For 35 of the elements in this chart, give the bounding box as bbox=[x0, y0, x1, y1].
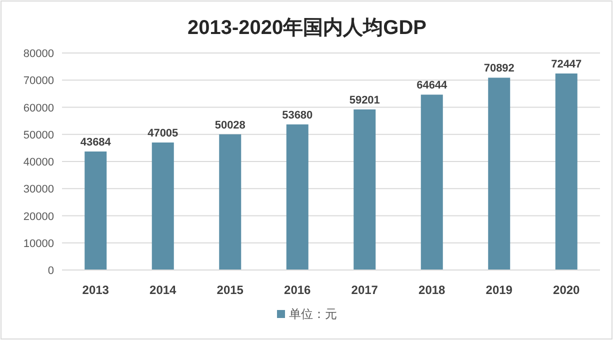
x-tick-label: 2019 bbox=[486, 283, 513, 297]
bar bbox=[555, 73, 578, 270]
x-tick-label: 2017 bbox=[351, 283, 378, 297]
x-tick-label: 2020 bbox=[553, 283, 580, 297]
data-label: 43684 bbox=[80, 136, 112, 149]
y-tick-label: 10000 bbox=[23, 238, 54, 250]
y-tick-label: 70000 bbox=[23, 75, 54, 88]
bar bbox=[488, 78, 510, 270]
data-label: 59201 bbox=[349, 94, 380, 106]
bar bbox=[354, 109, 376, 270]
data-label: 50028 bbox=[214, 119, 246, 132]
bar bbox=[420, 94, 443, 270]
y-tick-label: 20000 bbox=[23, 210, 54, 223]
x-tick-label: 2013 bbox=[82, 283, 110, 297]
data-label: 70892 bbox=[484, 62, 514, 75]
x-tick-label: 2016 bbox=[284, 283, 312, 297]
y-tick-label: 30000 bbox=[23, 184, 54, 196]
data-label: 53680 bbox=[282, 109, 313, 122]
bar bbox=[219, 134, 242, 270]
y-tick-label: 50000 bbox=[23, 129, 54, 142]
y-tick-label: 80000 bbox=[23, 48, 54, 60]
data-label: 64644 bbox=[416, 80, 448, 92]
legend-label: 单位：元 bbox=[289, 307, 337, 321]
x-tick-label: 2014 bbox=[150, 283, 177, 297]
x-tick-label: 2015 bbox=[216, 283, 244, 297]
bar bbox=[84, 152, 107, 270]
y-tick-label: 0 bbox=[48, 265, 54, 277]
y-tick-label: 60000 bbox=[23, 102, 54, 114]
data-label: 47005 bbox=[148, 128, 178, 140]
data-label: 72447 bbox=[551, 58, 582, 70]
y-tick-label: 40000 bbox=[23, 156, 54, 168]
x-tick-label: 2018 bbox=[418, 283, 446, 297]
chart-title: 2013-2020年国内人均GDP bbox=[188, 17, 426, 39]
bar bbox=[152, 142, 174, 270]
bar bbox=[286, 124, 308, 270]
